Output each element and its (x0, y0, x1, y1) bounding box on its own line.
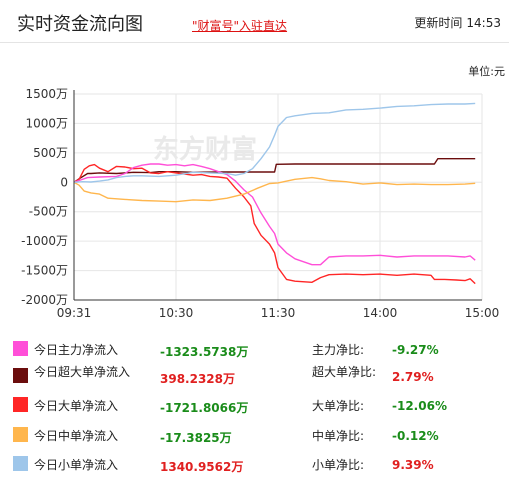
legend-value: -17.3825万 (160, 431, 232, 445)
legend-row: 今日小单净流入 1340.9562万 小单净比: 9.39% (0, 451, 509, 477)
ratio-label: 超大单净比: (312, 365, 377, 379)
x-tick-label: 11:30 (261, 306, 296, 320)
page-title: 实时资金流向图 (17, 14, 143, 35)
series-line (73, 102, 476, 183)
y-tick-label: -500万 (29, 205, 68, 219)
legend-swatch (13, 341, 28, 356)
x-tick-label: 15:00 (465, 306, 500, 320)
legend-name: 今日超大单净流入 (34, 365, 131, 379)
update-time-value: 14:53 (466, 16, 501, 30)
legend-swatch (13, 397, 28, 412)
y-tick-label: 0 (60, 175, 68, 189)
y-tick-label: 500万 (33, 146, 68, 160)
x-tick-label: 10:30 (159, 306, 194, 320)
ratio-value: -0.12% (392, 429, 439, 443)
series-line (73, 176, 476, 203)
ratio-value: 2.79% (392, 370, 434, 384)
legend-swatch (13, 368, 28, 383)
chart-series (73, 102, 476, 285)
legend-value: 1340.9562万 (160, 460, 244, 474)
header-divider (0, 42, 509, 43)
unit-label: 单位:元 (468, 65, 505, 78)
fund-flow-chart: 东方财富 1500万 1000万 500万 0 -500万 -1000万 -1500万 -20… (21, 87, 499, 320)
series-line (73, 163, 476, 266)
ratio-label: 小单净比: (312, 458, 365, 472)
series-line (73, 157, 476, 183)
legend-row: 今日中单净流入 -17.3825万 中单净比: -0.12% (0, 422, 509, 448)
legend-value: 398.2328万 (160, 372, 236, 386)
update-time-label: 更新时间 (414, 16, 463, 30)
ratio-value: -12.06% (392, 399, 447, 413)
legend-row: 今日超大单净流入 398.2328万 超大单净比: 2.79% (0, 363, 509, 389)
ratio-label: 中单净比: (312, 429, 365, 443)
legend-swatch (13, 456, 28, 471)
legend-name: 今日主力净流入 (34, 343, 119, 357)
legend-swatch (13, 427, 28, 442)
chart-header: 实时资金流向图 "财富号"入驻直达 更新时间 14:53 (0, 0, 509, 42)
watermark: 东方财富 (153, 134, 257, 165)
legend-name: 今日小单净流入 (34, 458, 119, 472)
fortune-account-link[interactable]: "财富号"入驻直达 (192, 19, 288, 33)
legend-name: 今日大单净流入 (34, 399, 119, 413)
ratio-label: 主力净比: (312, 343, 365, 357)
series-line (73, 163, 476, 285)
ratio-value: 9.39% (392, 458, 434, 472)
x-tick-label: 09:31 (57, 306, 92, 320)
ratio-label: 大单净比: (312, 399, 365, 413)
update-time: 更新时间 14:53 (414, 14, 501, 31)
y-tick-label: -1500万 (21, 264, 68, 278)
chart-grid (73, 93, 483, 301)
chart-axes: 1500万 1000万 500万 0 -500万 -1000万 -1500万 -2000万09… (21, 87, 499, 320)
x-tick-label: 14:00 (363, 306, 398, 320)
legend-row: 今日主力净流入 -1323.5738万 主力净比: -9.27% (0, 336, 509, 362)
legend-row: 今日大单净流入 -1721.8066万 大单净比: -12.06% (0, 392, 509, 418)
legend-value: -1323.5738万 (160, 345, 249, 359)
y-tick-label: -2000万 (21, 293, 68, 307)
ratio-value: -9.27% (392, 343, 439, 357)
y-tick-label: -1000万 (21, 234, 68, 248)
legend-name: 今日中单净流入 (34, 429, 119, 443)
y-tick-label: 1000万 (25, 116, 68, 130)
y-tick-label: 1500万 (25, 87, 68, 101)
legend-value: -1721.8066万 (160, 401, 249, 415)
